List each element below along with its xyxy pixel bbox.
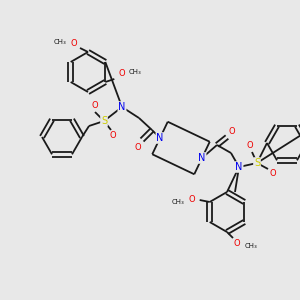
Text: O: O (270, 169, 276, 178)
Text: CH₃: CH₃ (54, 39, 66, 45)
Text: CH₃: CH₃ (129, 69, 142, 75)
Text: O: O (135, 142, 141, 152)
Text: O: O (118, 70, 124, 79)
Text: O: O (229, 128, 235, 136)
Text: O: O (247, 142, 253, 151)
Text: N: N (198, 153, 206, 163)
Text: O: O (71, 40, 77, 49)
Text: S: S (101, 116, 107, 126)
Text: O: O (188, 196, 195, 205)
Text: N: N (235, 162, 243, 172)
Text: CH₃: CH₃ (244, 243, 257, 249)
Text: O: O (110, 131, 116, 140)
Text: N: N (156, 133, 164, 143)
Text: O: O (92, 101, 98, 110)
Text: O: O (234, 239, 240, 248)
Text: N: N (118, 102, 126, 112)
Text: CH₃: CH₃ (171, 199, 184, 205)
Text: S: S (254, 158, 260, 168)
